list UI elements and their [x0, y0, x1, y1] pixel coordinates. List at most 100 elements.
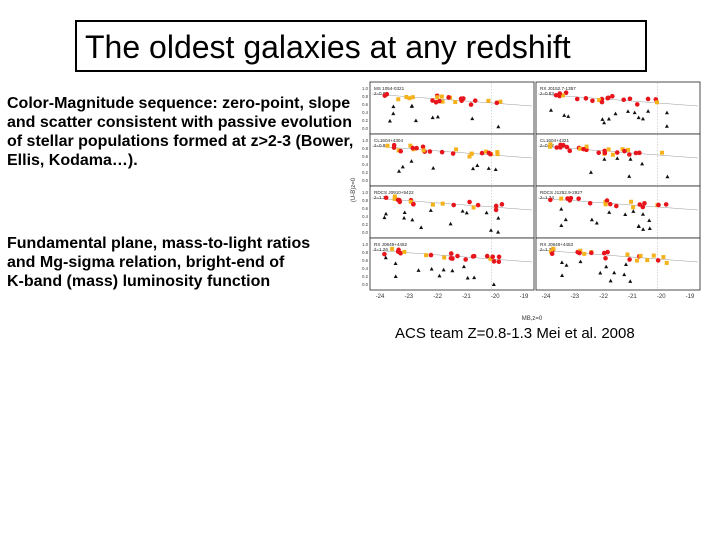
galaxy-point: [594, 220, 599, 225]
galaxy-point: [496, 215, 501, 220]
galaxy-point: [589, 217, 594, 222]
x-tick-label: -24: [376, 294, 385, 300]
fundamental-plane-line-1: Fundamental plane, mass-to-light ratios: [7, 235, 311, 252]
galaxy-point: [408, 199, 413, 204]
galaxy-point: [495, 150, 500, 155]
galaxy-point: [475, 202, 481, 208]
x-axis-label: MB,z=0: [522, 316, 543, 322]
y-tick-label: 0.2: [362, 118, 368, 123]
galaxy-point: [614, 150, 620, 155]
galaxy-point: [577, 250, 582, 256]
galaxy-point: [564, 144, 570, 150]
galaxy-point: [567, 148, 573, 154]
galaxy-point: [601, 250, 607, 256]
x-tick-label: -20: [657, 294, 666, 300]
galaxy-point: [623, 212, 628, 217]
galaxy-point: [464, 210, 469, 215]
y-tick-label: 0.6: [362, 102, 368, 107]
galaxy-point: [640, 116, 645, 121]
galaxy-point: [622, 272, 627, 277]
galaxy-point: [566, 114, 571, 118]
galaxy-point: [471, 166, 476, 171]
galaxy-point: [391, 104, 396, 109]
galaxy-point: [559, 196, 564, 201]
panel-name-label: RX J0848+4453: [540, 242, 574, 247]
galaxy-point: [465, 275, 470, 280]
galaxy-point: [398, 250, 403, 256]
galaxy-point: [627, 257, 632, 262]
galaxy-point: [568, 195, 574, 201]
galaxy-point: [493, 167, 498, 172]
galaxy-point: [440, 99, 445, 104]
color-magnitude-figure: (U-B)z=0 1.00.80.60.40.20.0MS 1054-0321z…: [351, 81, 701, 322]
panel-redshift-label: z=1.11: [374, 195, 388, 200]
galaxy-point: [468, 102, 474, 107]
galaxy-point: [402, 249, 407, 254]
galaxy-point: [636, 223, 641, 228]
panel-frame: [535, 133, 701, 187]
galaxy-point: [414, 145, 419, 151]
figure-caption: ACS team Z=0.8-1.3 Mei et al. 2008: [395, 325, 635, 342]
galaxy-point: [382, 215, 387, 220]
galaxy-point: [495, 152, 500, 157]
galaxy-point: [576, 196, 581, 201]
galaxy-point: [602, 120, 607, 125]
y-tick-label: 0.4: [362, 214, 368, 219]
galaxy-point: [561, 142, 566, 148]
galaxy-point: [448, 251, 454, 256]
galaxy-point: [607, 201, 613, 207]
galaxy-point: [640, 212, 645, 216]
galaxy-point: [393, 274, 398, 278]
galaxy-point: [429, 266, 434, 271]
galaxy-point: [385, 143, 390, 148]
galaxy-point: [664, 260, 669, 265]
fundamental-plane-text: Fundamental plane, mass-to-light ratios …: [7, 234, 357, 291]
galaxy-point: [660, 150, 665, 155]
galaxy-point: [410, 145, 416, 151]
galaxy-point: [430, 98, 435, 103]
galaxy-point: [645, 258, 650, 263]
y-tick-label: 0.6: [362, 258, 368, 263]
panel-redshift-label: z=0.92: [540, 143, 554, 148]
galaxy-point: [559, 260, 564, 264]
galaxy-point: [383, 255, 388, 260]
galaxy-point: [470, 116, 475, 121]
galaxy-point: [400, 164, 405, 169]
galaxy-point: [437, 98, 442, 104]
y-tick-label: 1.0: [362, 86, 368, 91]
panel-frame: [535, 237, 701, 291]
galaxy-point: [615, 156, 620, 160]
galaxy-point: [409, 159, 414, 163]
galaxy-point: [654, 100, 659, 105]
galaxy-point: [486, 98, 491, 103]
galaxy-point: [455, 253, 460, 259]
galaxy-point: [494, 100, 500, 106]
panel-redshift-label: z=1.24: [540, 195, 554, 200]
galaxy-point: [491, 282, 496, 287]
galaxy-point: [627, 96, 633, 102]
galaxy-point: [651, 253, 656, 258]
galaxy-point: [606, 116, 611, 121]
galaxy-point: [448, 221, 453, 226]
y-tick-label: 0.2: [362, 222, 368, 227]
panel-name-label: CL1604+4304: [374, 138, 403, 143]
panel-frame: [369, 185, 535, 239]
galaxy-point: [450, 151, 456, 156]
galaxy-point: [581, 146, 586, 152]
galaxy-point: [625, 109, 630, 113]
galaxy-point: [563, 90, 569, 96]
galaxy-point: [604, 198, 610, 203]
galaxy-point: [656, 202, 661, 208]
galaxy-point: [557, 91, 563, 96]
galaxy-point: [488, 228, 493, 232]
galaxy-point: [484, 253, 490, 259]
galaxy-point: [427, 149, 433, 154]
galaxy-point: [640, 161, 645, 166]
galaxy-point: [484, 149, 489, 154]
galaxy-point: [453, 100, 458, 105]
galaxy-point: [435, 95, 440, 100]
galaxy-point: [638, 253, 643, 258]
galaxy-point: [475, 163, 480, 167]
galaxy-point: [602, 157, 607, 161]
